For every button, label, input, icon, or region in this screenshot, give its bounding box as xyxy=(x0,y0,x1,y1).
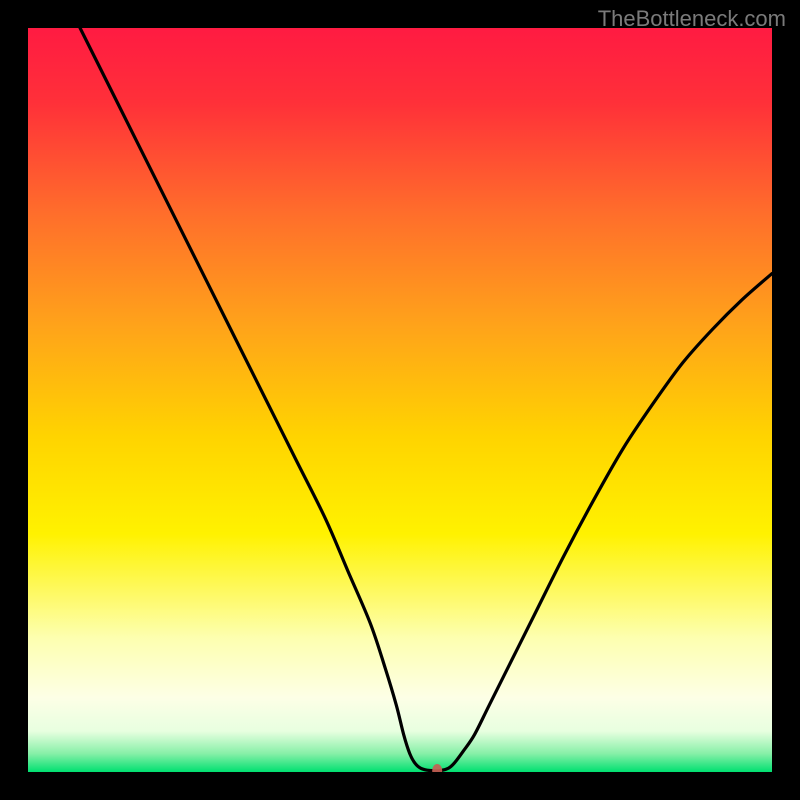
watermark-text: TheBottleneck.com xyxy=(598,6,786,32)
plot-frame xyxy=(28,28,772,772)
chart-container: TheBottleneck.com xyxy=(0,0,800,800)
plot-area xyxy=(28,28,772,772)
chart-svg xyxy=(28,28,772,772)
gradient-background xyxy=(28,28,772,772)
